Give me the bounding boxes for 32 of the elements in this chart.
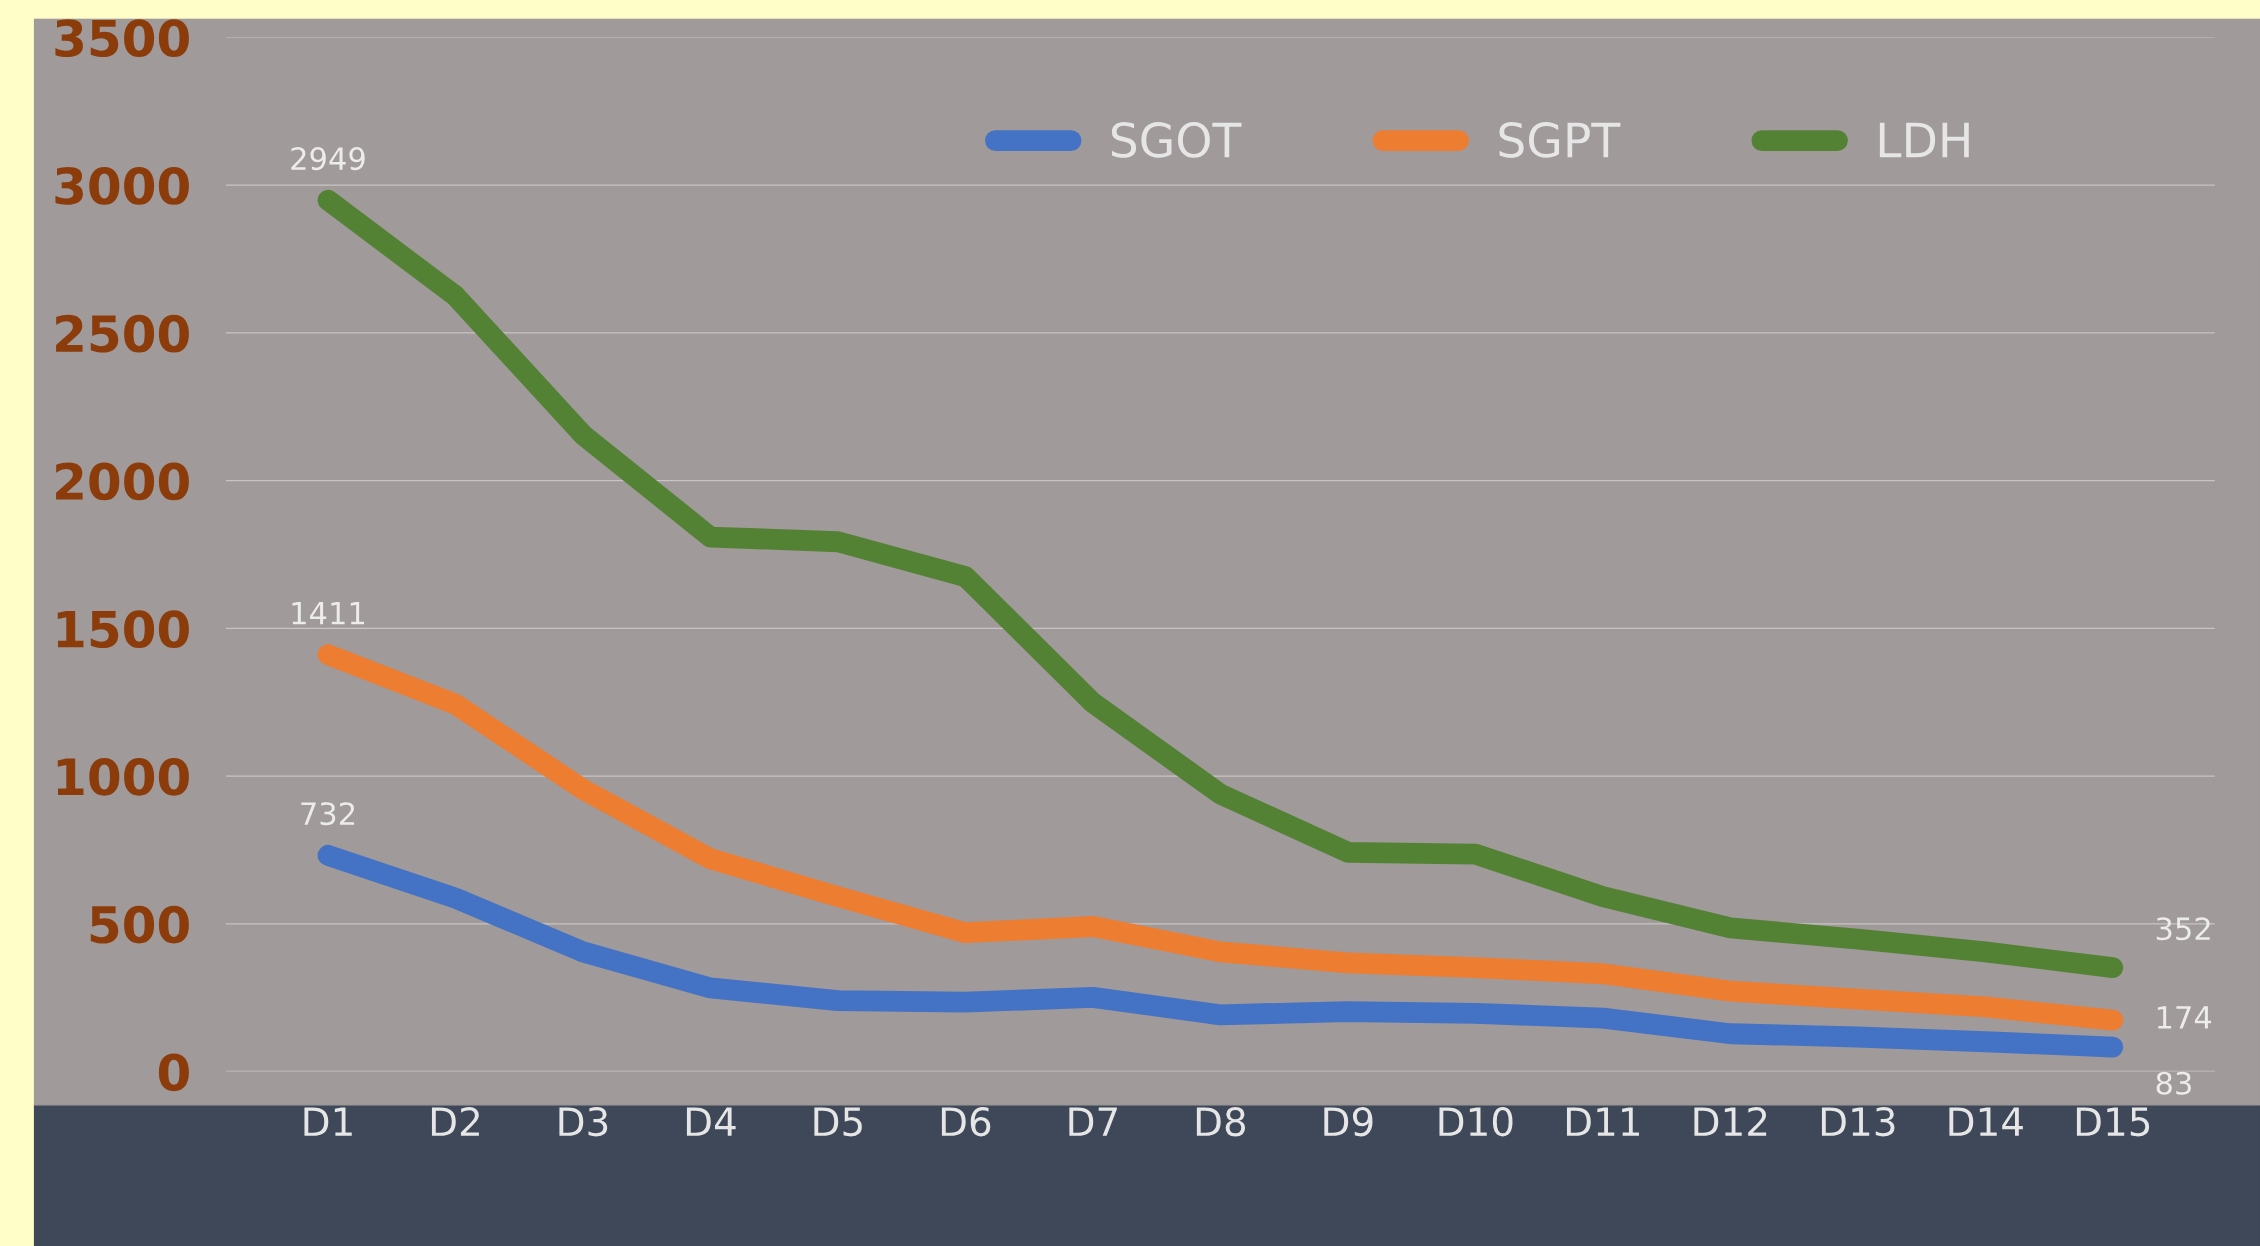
- data-label: 174: [2157, 1006, 2212, 1029]
- x-tick-label: D6: [941, 1106, 991, 1137]
- x-tick-label: D9: [1324, 1106, 1373, 1137]
- x-tick-label: D5: [814, 1107, 862, 1137]
- y-tick-label: 1000: [57, 757, 189, 796]
- y-tick-label: 500: [90, 905, 189, 944]
- data-label: 83: [2156, 1071, 2191, 1095]
- x-tick-label: D13: [1821, 1106, 1895, 1137]
- x-tick-label: D7: [1069, 1107, 1117, 1136]
- legend-label: LDH: [1879, 122, 1969, 158]
- y-tick-label: 3500: [55, 19, 189, 58]
- x-tick-label: D2: [431, 1106, 479, 1136]
- data-label: 1411: [292, 601, 365, 625]
- y-tick-label: 3000: [55, 167, 189, 205]
- y-tick-label: 1500: [57, 610, 189, 649]
- legend-label: SGPT: [1499, 122, 1621, 158]
- y-tick-label: 2500: [56, 314, 189, 353]
- legend-label: SGOT: [1111, 122, 1242, 158]
- data-label: 2949: [291, 147, 365, 171]
- x-tick-label: D1: [304, 1107, 352, 1136]
- y-tick-label: 0: [158, 1053, 189, 1092]
- x-tick-label: D4: [686, 1107, 736, 1136]
- y-tick-label: 2000: [56, 462, 189, 501]
- x-tick-label: D8: [1196, 1106, 1246, 1137]
- data-label: 732: [301, 802, 355, 826]
- x-tick-label: D15: [2076, 1107, 2150, 1137]
- x-tick-label: D3: [559, 1106, 608, 1137]
- x-tick-label: D11: [1566, 1107, 1639, 1136]
- data-label: 352: [2156, 917, 2210, 941]
- x-tick-label: D12: [1694, 1106, 1767, 1136]
- x-tick-label: D10: [1439, 1106, 1513, 1137]
- x-tick-label: D14: [1949, 1107, 2023, 1136]
